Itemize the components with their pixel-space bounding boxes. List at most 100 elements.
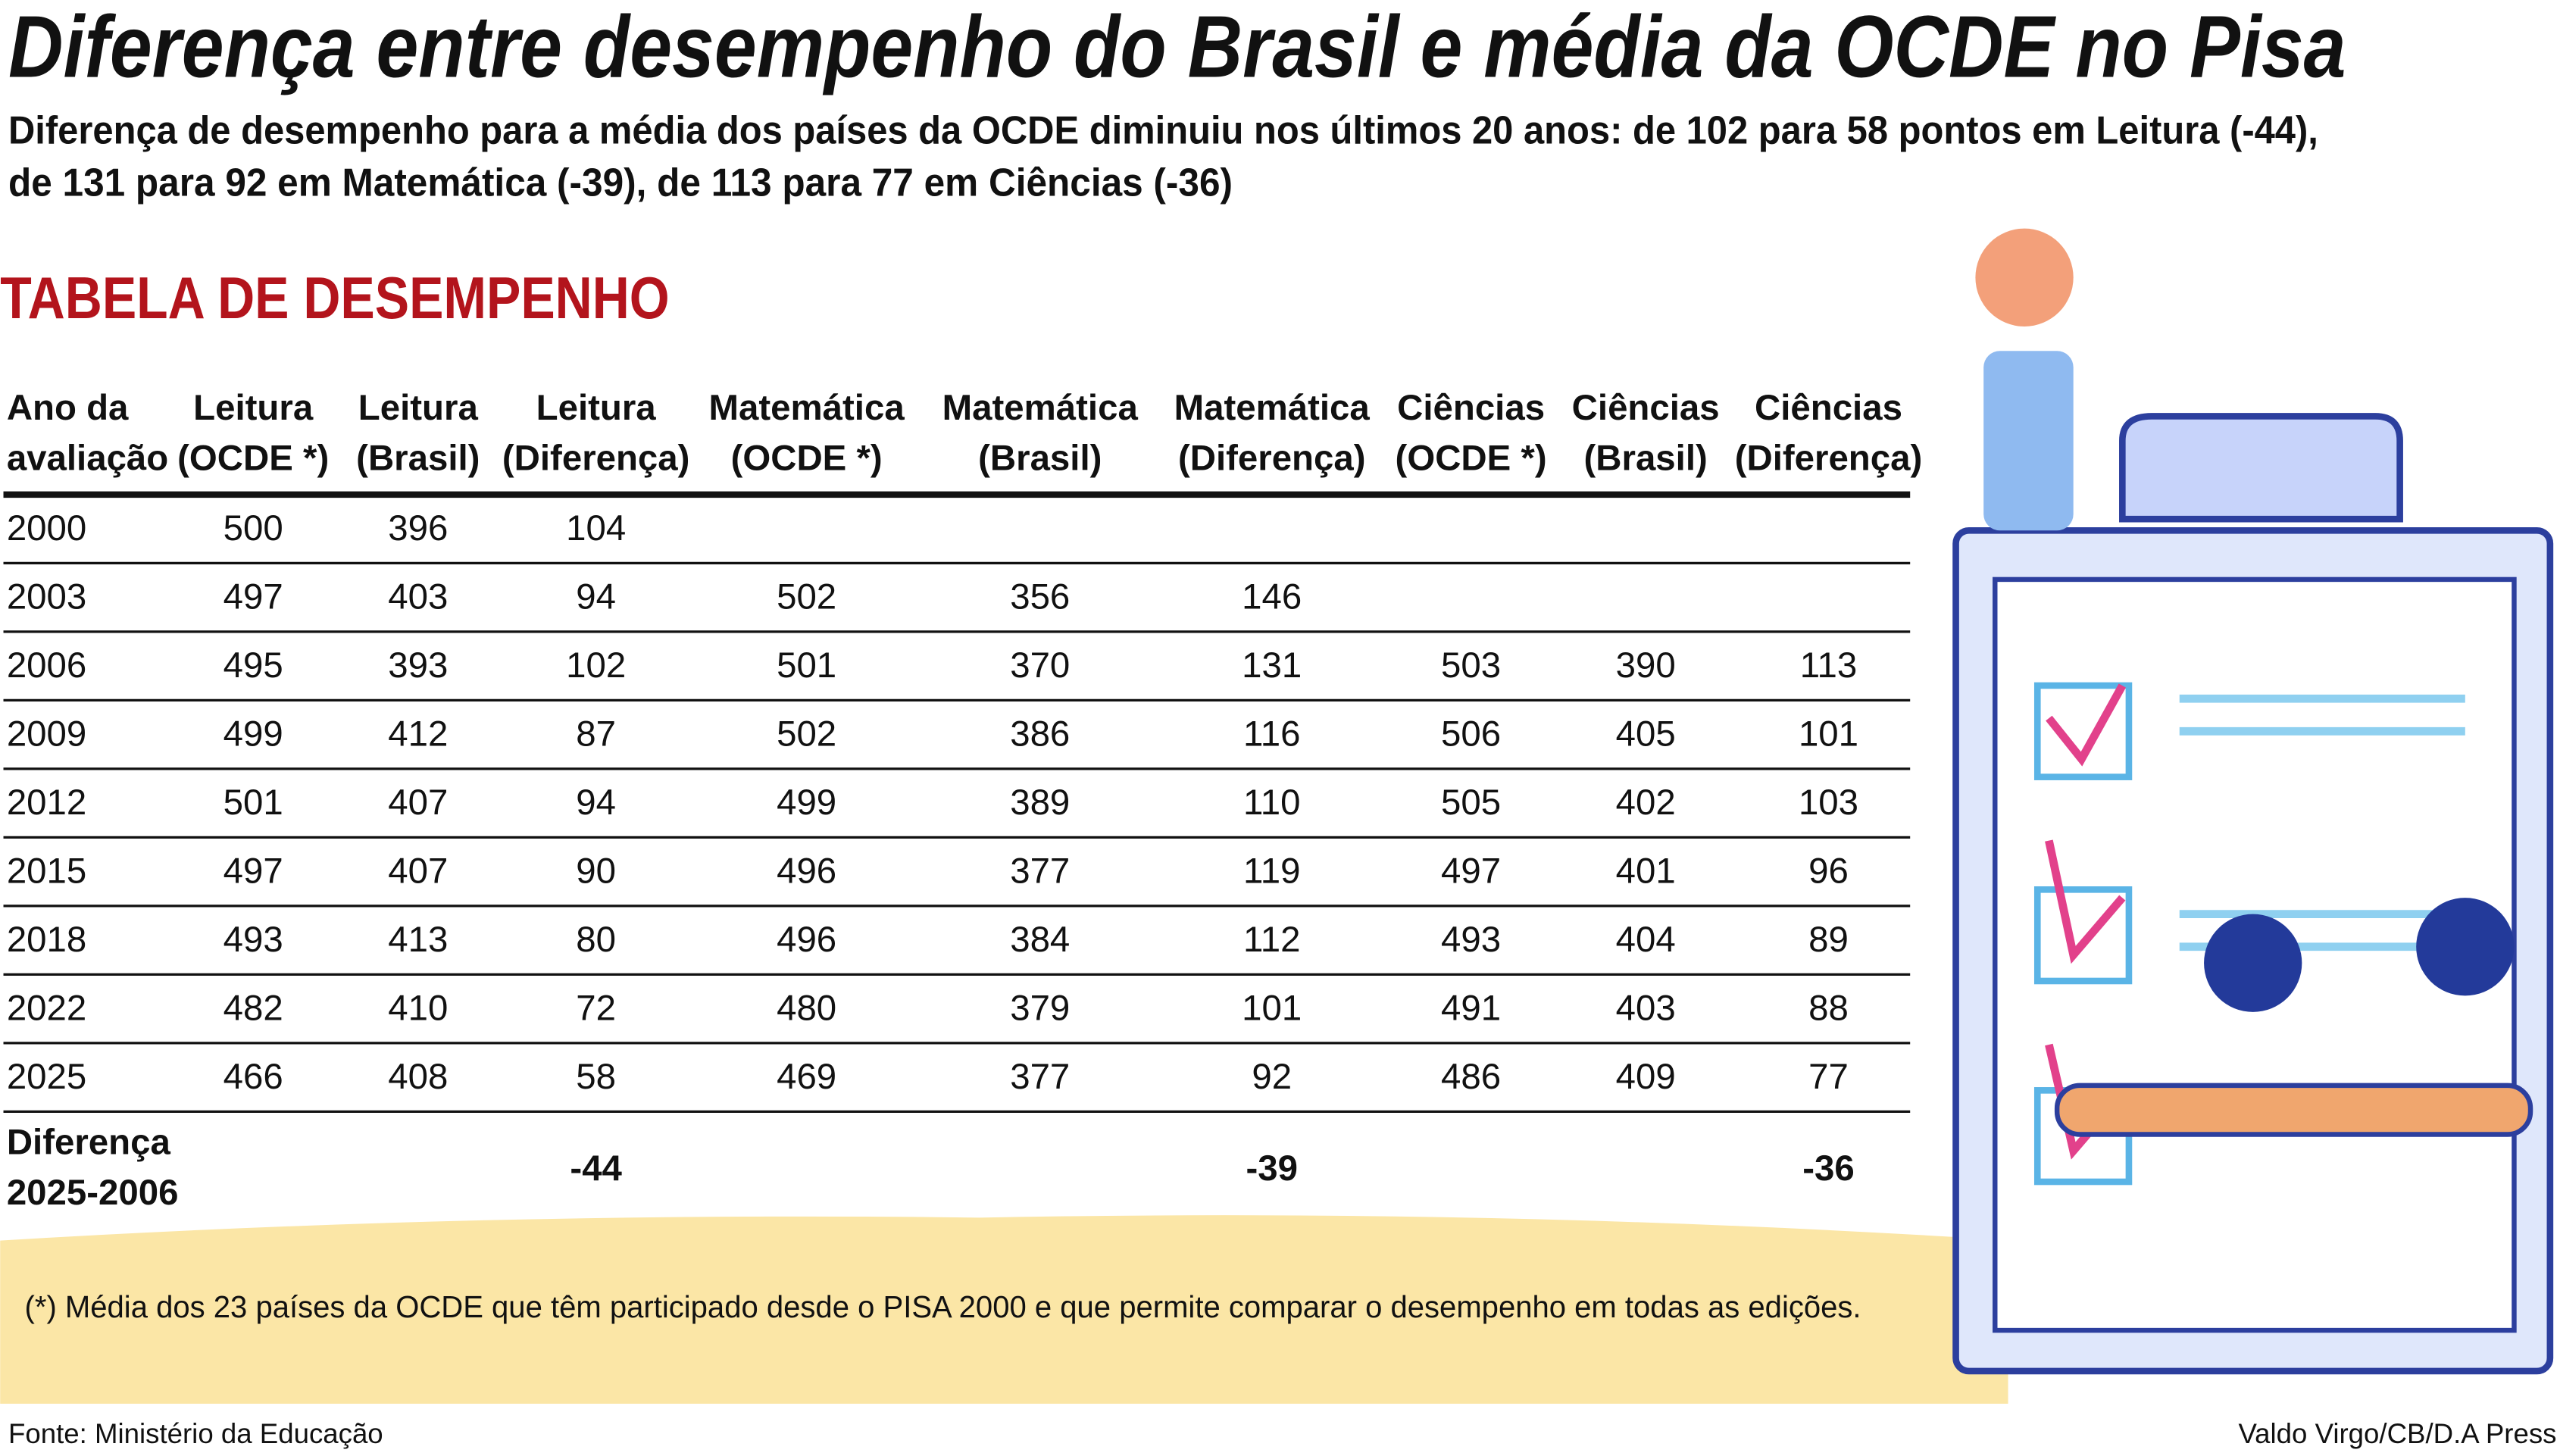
value-cell: 491 [1441, 989, 1501, 1029]
column-header: (Diferença) [502, 439, 690, 479]
column-header: Ano da [7, 388, 129, 428]
value-cell: 77 [1808, 1057, 1849, 1097]
column-header: avaliação [7, 439, 168, 479]
column-header: Ciências [1397, 388, 1545, 428]
year-cell: 2000 [7, 508, 86, 548]
credit: Valdo Virgo/CB/D.A Press [2238, 1418, 2556, 1449]
value-cell: 377 [1010, 1057, 1070, 1097]
value-cell: 389 [1010, 783, 1070, 823]
value-cell: 486 [1441, 1057, 1501, 1097]
value-cell: 390 [1616, 645, 1676, 686]
column-header: Leitura [358, 388, 479, 428]
value-cell: 480 [777, 989, 836, 1029]
year-cell: 2009 [7, 714, 86, 755]
value-cell: 370 [1010, 645, 1070, 686]
column-header: (Brasil) [978, 439, 1102, 479]
value-cell: 410 [388, 989, 448, 1029]
column-header: Leitura [193, 388, 314, 428]
column-header: Matemática [709, 388, 905, 428]
column-header: Matemática [1174, 388, 1371, 428]
value-cell: 377 [1010, 851, 1070, 892]
value-cell: 110 [1243, 783, 1301, 823]
value-cell: 401 [1616, 851, 1676, 892]
value-cell: 90 [576, 851, 616, 892]
value-cell: 501 [223, 783, 283, 823]
column-header: (Diferença) [1178, 439, 1366, 479]
subtitle: de 131 para 92 em Matemática (-39), de 1… [8, 161, 1233, 205]
value-cell: 102 [566, 645, 626, 686]
section-title: TABELA DE DESEMPENHO [0, 266, 669, 331]
value-cell: 493 [1441, 920, 1501, 960]
column-header: (Diferença) [1735, 439, 1923, 479]
value-cell: 89 [1808, 920, 1849, 960]
value-cell: 495 [223, 645, 283, 686]
column-header: Leitura [536, 388, 657, 428]
value-cell: 384 [1010, 920, 1070, 960]
title: Diferença entre desempenho do Brasil e m… [8, 0, 2346, 95]
value-cell: 386 [1010, 714, 1070, 755]
value-cell: 482 [223, 989, 283, 1029]
value-cell: 131 [1242, 645, 1302, 686]
year-cell: 2012 [7, 783, 86, 823]
value-cell: 493 [223, 920, 283, 960]
value-cell: 116 [1243, 714, 1301, 755]
value-cell: 94 [576, 577, 616, 617]
value-cell: 466 [223, 1057, 283, 1097]
value-cell: 407 [388, 783, 448, 823]
year-cell: 2003 [7, 577, 86, 617]
value-cell: 94 [576, 783, 616, 823]
year-cell: 2025 [7, 1057, 86, 1097]
difference-value: -44 [570, 1148, 622, 1189]
value-cell: 146 [1242, 577, 1302, 617]
value-cell: 379 [1010, 989, 1070, 1029]
value-cell: 506 [1441, 714, 1501, 755]
value-cell: 496 [777, 851, 836, 892]
value-cell: 497 [1441, 851, 1501, 892]
column-header: (Brasil) [356, 439, 480, 479]
value-cell: 88 [1808, 989, 1849, 1029]
footnote-band [0, 1215, 2008, 1404]
column-header: Ciências [1572, 388, 1720, 428]
value-cell: 96 [1808, 851, 1849, 892]
value-cell: 104 [566, 508, 626, 548]
value-cell: 405 [1616, 714, 1676, 755]
value-cell: 500 [223, 508, 283, 548]
value-cell: 413 [388, 920, 448, 960]
value-cell: 502 [777, 577, 836, 617]
table: Ano da avaliação Leitura (OCDE *) Leitura (Br… [3, 388, 1923, 1213]
value-cell: 502 [777, 714, 836, 755]
value-cell: 103 [1799, 783, 1858, 823]
value-cell: 469 [777, 1057, 836, 1097]
value-cell: 501 [777, 645, 836, 686]
column-header: (OCDE *) [1396, 439, 1547, 479]
value-cell: 113 [1800, 645, 1858, 686]
value-cell: 101 [1799, 714, 1858, 755]
subtitle: Diferença de desempenho para a média dos… [8, 108, 2318, 152]
value-cell: 499 [777, 783, 836, 823]
value-cell: 402 [1616, 783, 1676, 823]
value-cell: 407 [388, 851, 448, 892]
value-cell: 112 [1243, 920, 1301, 960]
difference-value: -36 [1802, 1148, 1855, 1189]
column-header: (Brasil) [1584, 439, 1708, 479]
value-cell: 393 [388, 645, 448, 686]
source: Fonte: Ministério da Educação [8, 1418, 383, 1449]
column-header: Matemática [942, 388, 1139, 428]
column-header: (OCDE *) [177, 439, 329, 479]
value-cell: 80 [576, 920, 616, 960]
year-cell: 2022 [7, 989, 86, 1029]
value-cell: 87 [576, 714, 616, 755]
value-cell: 403 [1616, 989, 1676, 1029]
illustration [1952, 228, 2554, 1375]
value-cell: 412 [388, 714, 448, 755]
value-cell: 408 [388, 1057, 448, 1097]
value-cell: 403 [388, 577, 448, 617]
difference-label: Diferença [7, 1122, 171, 1162]
value-cell: 396 [388, 508, 448, 548]
value-cell: 499 [223, 714, 283, 755]
value-cell: 505 [1441, 783, 1501, 823]
column-header: Ciências [1755, 388, 1902, 428]
column-header: (OCDE *) [731, 439, 883, 479]
value-cell: 503 [1441, 645, 1501, 686]
